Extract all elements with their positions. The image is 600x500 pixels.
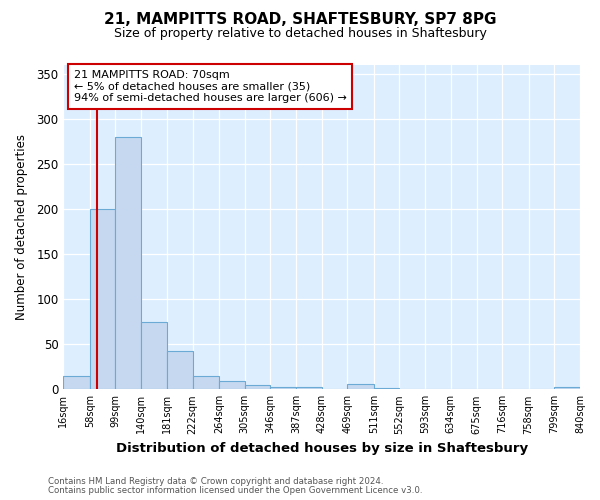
Bar: [141, 322, 167, 390]
X-axis label: Distribution of detached houses by size in Shaftesbury: Distribution of detached houses by size …: [116, 442, 528, 455]
Bar: [90, 209, 115, 390]
Bar: [554, 386, 580, 390]
Bar: [64, 376, 90, 390]
Y-axis label: Number of detached properties: Number of detached properties: [15, 134, 28, 320]
Bar: [115, 137, 141, 390]
Bar: [296, 386, 322, 390]
Text: 21 MAMPITTS ROAD: 70sqm
← 5% of detached houses are smaller (35)
94% of semi-det: 21 MAMPITTS ROAD: 70sqm ← 5% of detached…: [74, 70, 347, 103]
Bar: [271, 386, 296, 390]
Bar: [219, 381, 245, 390]
Bar: [347, 384, 374, 390]
Bar: [374, 388, 400, 390]
Bar: [193, 376, 219, 390]
Bar: [167, 352, 193, 390]
Bar: [245, 385, 271, 390]
Text: Size of property relative to detached houses in Shaftesbury: Size of property relative to detached ho…: [113, 28, 487, 40]
Text: 21, MAMPITTS ROAD, SHAFTESBURY, SP7 8PG: 21, MAMPITTS ROAD, SHAFTESBURY, SP7 8PG: [104, 12, 496, 28]
Text: Contains HM Land Registry data © Crown copyright and database right 2024.: Contains HM Land Registry data © Crown c…: [48, 477, 383, 486]
Text: Contains public sector information licensed under the Open Government Licence v3: Contains public sector information licen…: [48, 486, 422, 495]
